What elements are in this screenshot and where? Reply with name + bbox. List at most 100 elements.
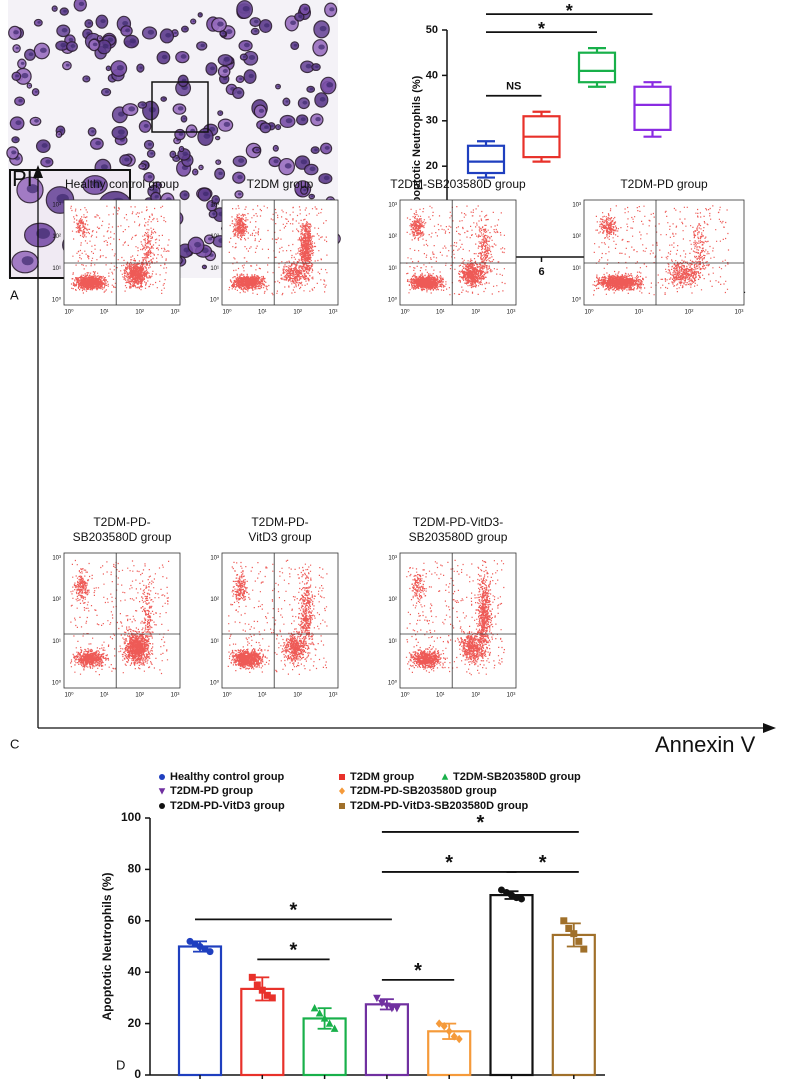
y-axis-label: PI (12, 166, 33, 191)
cell-nucleus (147, 142, 152, 146)
bar (489, 893, 534, 1077)
cell-nucleus (184, 27, 188, 30)
cell-nucleus (222, 32, 225, 35)
x-tick-label: 10² (135, 693, 144, 699)
cell-nucleus (236, 90, 242, 95)
y-tick-label: 10⁰ (210, 297, 220, 304)
cell-nucleus (200, 166, 203, 168)
significance-label: * (290, 940, 298, 962)
cell-nucleus (78, 1, 85, 6)
y-tick-label: 10¹ (210, 639, 219, 645)
event-dots (406, 205, 506, 296)
cell-nucleus (175, 156, 179, 160)
cell-nucleus (172, 153, 175, 156)
cell-nucleus (125, 28, 131, 33)
cell-nucleus (100, 19, 106, 24)
y-tick-label: 10¹ (388, 639, 397, 645)
data-point (393, 1005, 401, 1013)
cell-nucleus (116, 64, 124, 71)
cell-nucleus (63, 9, 67, 13)
legend-label: T2DM-PD-VitD3-SB203580D group (350, 800, 529, 812)
cell-nucleus (180, 148, 183, 150)
cell-nucleus (60, 42, 66, 48)
x-tick-label: 10⁰ (400, 309, 410, 316)
cell-nucleus (326, 82, 334, 88)
cell-nucleus (242, 6, 250, 12)
cell-nucleus (20, 61, 25, 65)
significance-label: * (538, 19, 545, 39)
cell-nucleus (15, 74, 20, 78)
cell-nucleus (309, 166, 316, 172)
cell-nucleus (163, 97, 166, 100)
y-tick-label: 20 (128, 1016, 142, 1030)
y-tick-label: 10³ (572, 203, 581, 209)
y-tick-label: 0 (134, 1067, 141, 1079)
x-tick-label: 10¹ (635, 310, 644, 316)
cell-nucleus (91, 179, 103, 189)
legend-label: T2DM-PD-SB203580D group (350, 785, 497, 797)
cell-nucleus (34, 119, 39, 123)
cell-nucleus (85, 77, 89, 80)
cell-nucleus (239, 77, 243, 81)
cell-nucleus (210, 66, 215, 71)
cell-nucleus (181, 78, 187, 83)
cell-nucleus (217, 21, 224, 27)
legend-marker (159, 774, 165, 780)
cell-nucleus (290, 20, 297, 26)
cell-nucleus (218, 171, 223, 176)
cell-nucleus (314, 148, 318, 152)
data-point (570, 930, 578, 938)
x-tick-label: 10³ (507, 310, 516, 316)
cell-nucleus (14, 138, 18, 141)
data-point (445, 1027, 453, 1036)
data-point (435, 1019, 443, 1028)
cell-nucleus (54, 7, 57, 10)
cell-nucleus (124, 157, 130, 162)
plot-frame (63, 552, 181, 689)
cell-nucleus (65, 63, 70, 67)
cell-nucleus (200, 43, 205, 48)
y-tick-label: 10² (52, 234, 61, 240)
y-tick-label: 10² (388, 234, 397, 240)
y-tick-label: 10¹ (52, 639, 61, 645)
x-tick-label: 10¹ (436, 310, 445, 316)
plot-title: T2DM-PD- (93, 515, 150, 529)
x-tick-label: 10¹ (100, 693, 109, 699)
plot-title: T2DM-PD group (620, 177, 708, 191)
arrow-head (33, 165, 43, 178)
y-axis-label: Apoptotic Neutrophils (%) (411, 75, 423, 211)
cell-nucleus (298, 14, 303, 19)
cell-nucleus (99, 37, 102, 39)
cell-nucleus (122, 20, 129, 26)
y-tick-label: 10³ (210, 203, 219, 209)
cell-nucleus (21, 72, 29, 79)
legend-label: T2DM-SB203580D group (453, 771, 581, 783)
cell-nucleus (277, 126, 280, 128)
y-tick-label: 10⁰ (388, 680, 398, 687)
y-tick-label: 10² (388, 597, 397, 603)
data-point (325, 1019, 334, 1027)
legend-label: Healthy control group (170, 771, 285, 783)
cell-nucleus (324, 145, 330, 150)
significance-label: * (290, 900, 298, 922)
significance-label: * (476, 812, 484, 834)
cell-nucleus (102, 43, 109, 49)
y-tick-label: 10³ (388, 556, 397, 562)
cell-nucleus (203, 191, 209, 197)
cell-nucleus (270, 124, 274, 128)
data-point (206, 948, 214, 956)
plot-title: T2DM group (247, 177, 314, 191)
cell-nucleus (183, 117, 186, 120)
x-tick-label: 10¹ (100, 310, 109, 316)
y-tick-label: 30 (426, 115, 438, 127)
y-tick-label: 100 (121, 810, 141, 824)
legend-label: T2DM-PD-VitD3 group (170, 800, 285, 812)
plot-title: T2DM-PD- (251, 515, 308, 529)
data-point (575, 937, 583, 945)
cell-nucleus (141, 164, 145, 168)
x-tick-label: 10² (685, 310, 694, 316)
event-dots (70, 205, 170, 294)
x-tick-label: 10² (135, 310, 144, 316)
cell-nucleus (242, 55, 247, 58)
